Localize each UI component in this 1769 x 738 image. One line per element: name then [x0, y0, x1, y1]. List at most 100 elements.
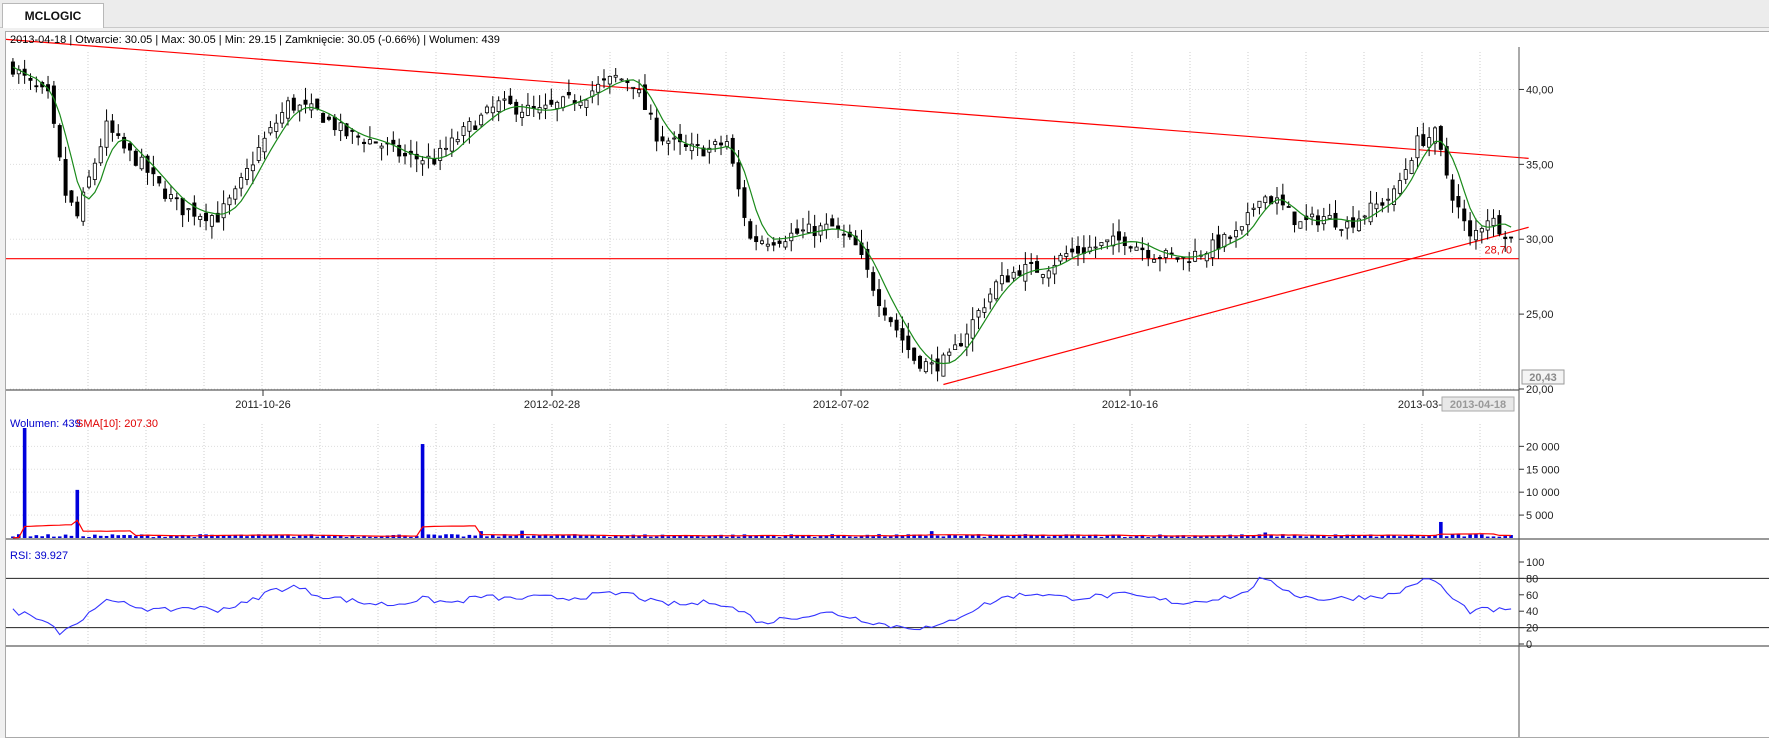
candle-body [999, 275, 1004, 285]
volume-bar [227, 535, 232, 538]
volume-bar [871, 536, 875, 538]
candle-body [1432, 127, 1437, 144]
candle-body [695, 144, 700, 146]
rsi-tick-label: 20 [1526, 623, 1538, 635]
volume-bar [1210, 535, 1215, 538]
trendline [943, 226, 1529, 386]
candle-body [760, 240, 765, 244]
rsi-tick-label: 40 [1526, 606, 1538, 618]
candle-body [958, 343, 963, 347]
candle-body [1374, 203, 1379, 210]
candle-body [1157, 257, 1162, 259]
candle-body [730, 137, 735, 164]
candle-body [414, 153, 419, 160]
candle-body [543, 104, 548, 109]
candle-body [1327, 214, 1332, 219]
volume-bar [186, 535, 191, 538]
volume-bar [748, 535, 753, 538]
candle-body [303, 99, 308, 105]
candle-body [192, 202, 197, 217]
volume-bar [180, 534, 185, 538]
volume-bars [11, 428, 1513, 539]
candle-body [163, 188, 168, 199]
candle-body [531, 105, 536, 109]
candle-body [233, 188, 238, 200]
volume-bar [1204, 536, 1209, 538]
header-min: Min: 29.15 [225, 34, 276, 46]
volume-bar [63, 534, 68, 538]
volume-bar [713, 535, 717, 538]
candle-body [1421, 134, 1426, 146]
candle-body [473, 125, 478, 130]
volume-bar [1245, 535, 1250, 538]
candle-body [122, 136, 127, 149]
volume-bar [719, 534, 723, 538]
volume-bar [783, 535, 788, 538]
candle-body [315, 98, 320, 110]
candle-body [63, 159, 68, 196]
volume-bar [52, 536, 56, 538]
candle-body [1292, 211, 1297, 226]
volume-bar [941, 536, 946, 538]
candle-body [678, 133, 683, 143]
volume-bar [40, 536, 44, 538]
candle-body [561, 96, 566, 109]
candle-body [1163, 250, 1168, 259]
price-tick-label: 40,00 [1526, 84, 1554, 96]
volume-bar [1509, 535, 1513, 538]
volume-bar [93, 534, 97, 538]
candle-body [215, 212, 220, 223]
volume-bar [432, 534, 437, 538]
candle-body [1005, 275, 1010, 283]
price-tick-label: 30,00 [1526, 234, 1554, 246]
volume-bar [1181, 535, 1186, 538]
chart-canvas[interactable]: 28,70 40,00 35,00 30,00 25,00 20,00 2011-10-2… [6, 32, 1769, 737]
volume-bar [965, 534, 969, 538]
candle-body [1216, 234, 1221, 250]
volume-bar [812, 536, 817, 538]
candle-body [672, 137, 677, 140]
volume-label: Wolumen: 439 [10, 418, 81, 430]
candle-body [1064, 253, 1069, 257]
tab-mclogic[interactable]: MCLOGIC [2, 3, 104, 28]
candle-body [877, 289, 882, 307]
volume-bar [75, 489, 80, 538]
volume-bar [1251, 535, 1256, 538]
volume-bar [689, 535, 694, 538]
volume-bar [251, 535, 255, 538]
candle-body [110, 120, 115, 133]
volume-bar [110, 534, 115, 538]
x-tick-label: 2012-07-02 [813, 399, 869, 411]
volume-bar [268, 534, 273, 538]
volume-bar [420, 444, 425, 538]
volume-bar [1304, 536, 1309, 538]
candle-body [1099, 242, 1104, 247]
volume-bar [900, 535, 905, 538]
volume-bar [1468, 534, 1472, 538]
volume-bar [262, 534, 267, 538]
candle-body [1058, 254, 1063, 262]
rsi-tick-label: 0 [1526, 639, 1532, 651]
candle-body [520, 111, 525, 118]
candle-body [748, 221, 753, 239]
volume-tick-label: 5 000 [1526, 510, 1554, 522]
volume-bar [1415, 535, 1420, 538]
volume-bar [1123, 537, 1127, 539]
candle-body [1397, 180, 1402, 194]
volume-bar [1193, 535, 1197, 538]
candle-body [198, 215, 203, 220]
volume-bar [233, 535, 238, 538]
candle-body [1491, 217, 1496, 227]
candle-body [853, 235, 858, 246]
candle-body [584, 99, 589, 108]
candle-body [719, 142, 724, 146]
candle-body [1392, 188, 1397, 206]
volume-bar [315, 536, 320, 538]
volume-bar [122, 534, 126, 538]
volume-bar [701, 536, 706, 538]
candle-body [186, 208, 191, 211]
volume-bar [344, 536, 349, 538]
volume-bar [491, 534, 495, 538]
volume-bar [695, 536, 700, 538]
chart-area[interactable]: 28,70 40,00 35,00 30,00 25,00 20,00 2011-10-2… [5, 31, 1769, 738]
